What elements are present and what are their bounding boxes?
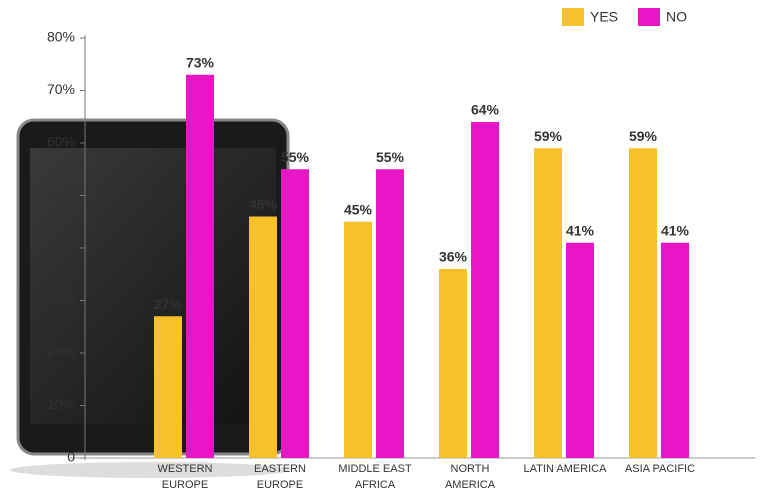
x-tick-label: ASIA PACIFIC xyxy=(615,461,705,477)
legend-swatch xyxy=(638,8,660,26)
bar xyxy=(661,243,689,458)
x-tick-label: LATIN AMERICA xyxy=(520,461,610,477)
value-label: 64% xyxy=(471,102,500,118)
bar xyxy=(439,269,467,458)
y-tick-label: 70% xyxy=(47,81,75,97)
y-tick-label: 0 xyxy=(67,449,75,465)
bar xyxy=(344,222,372,458)
bar xyxy=(534,148,562,458)
x-tick-label: MIDDLE EAST AFRICA xyxy=(330,461,420,493)
chart: 0 10% 20% 30% 40% 50% 60% 70% 80% 27% 73% 46% 55% 45%… xyxy=(0,0,763,498)
legend-swatch xyxy=(562,8,584,26)
value-label: 45% xyxy=(344,201,373,217)
value-label: 41% xyxy=(566,222,595,238)
value-label: 36% xyxy=(439,249,468,265)
value-label: 46% xyxy=(249,196,278,212)
y-tick-label: 80% xyxy=(47,29,75,45)
legend-label: NO xyxy=(666,9,687,25)
y-tick-label: 40% xyxy=(47,239,75,255)
y-tick-label: 60% xyxy=(47,134,75,150)
bar xyxy=(249,217,277,459)
value-label: 73% xyxy=(186,54,215,70)
value-label: 59% xyxy=(629,128,658,144)
y-tick-label: 30% xyxy=(47,291,75,307)
x-tick-label: EASTERN EUROPE xyxy=(235,461,325,493)
value-label: 27% xyxy=(154,296,183,312)
value-label: 59% xyxy=(534,128,563,144)
value-label: 55% xyxy=(281,149,310,165)
y-tick-label: 10% xyxy=(47,396,75,412)
x-tick-label: NORTH AMERICA xyxy=(425,461,515,493)
legend-label: YES xyxy=(590,9,618,25)
bar xyxy=(566,243,594,458)
chart-page: 0 10% 20% 30% 40% 50% 60% 70% 80% 27% 73% 46% 55% 45%… xyxy=(0,0,763,498)
bar xyxy=(629,148,657,458)
value-label: 41% xyxy=(661,222,690,238)
bar xyxy=(281,169,309,458)
y-tick-label: 20% xyxy=(47,344,75,360)
bar xyxy=(471,122,499,458)
bar xyxy=(186,75,214,458)
bar xyxy=(376,169,404,458)
y-tick-label: 50% xyxy=(47,186,75,202)
x-tick-label: WESTERN EUROPE xyxy=(140,461,230,493)
bar xyxy=(154,316,182,458)
value-label: 55% xyxy=(376,149,405,165)
